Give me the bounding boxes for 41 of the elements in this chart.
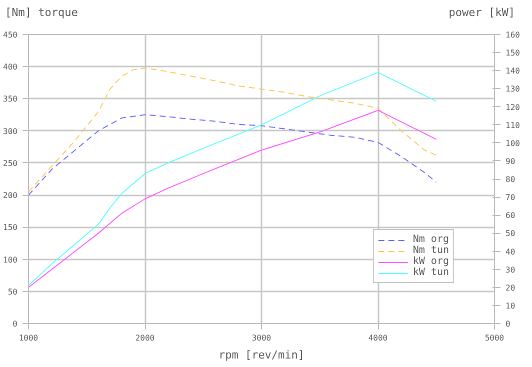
y-tick-label: 100 bbox=[3, 255, 18, 264]
y-tick-label: 0 bbox=[12, 320, 18, 328]
y-tick-label: 300 bbox=[3, 126, 18, 136]
y2-tick-label: 60 bbox=[506, 211, 516, 220]
x-tick-label: 4000 bbox=[368, 334, 388, 342]
legend-label: kW org bbox=[412, 256, 449, 267]
y2-tick-label: 10 bbox=[506, 301, 516, 310]
legend-label: kW tun bbox=[412, 267, 449, 278]
y2-tick-label: 80 bbox=[506, 175, 516, 184]
legend-label: Nm tun bbox=[412, 245, 449, 256]
y2-tick-label: 0 bbox=[506, 320, 510, 328]
y2-tick-label: 40 bbox=[506, 247, 516, 256]
y2-tick-label: 100 bbox=[506, 138, 520, 148]
y2-tick-label: 50 bbox=[506, 229, 516, 238]
x-tick-label: 3000 bbox=[252, 334, 272, 342]
x-tick-label: 2000 bbox=[135, 334, 155, 342]
y2-tick-label: 110 bbox=[506, 120, 520, 130]
y-axis-title: [Nm] torque bbox=[5, 5, 78, 21]
y2-tick-label: 30 bbox=[506, 265, 516, 274]
x-tick-label: 5000 bbox=[484, 334, 504, 342]
x-tick-label: 1000 bbox=[18, 334, 38, 342]
y2-tick-label: 160 bbox=[506, 30, 520, 40]
y-tick-label: 200 bbox=[3, 191, 18, 200]
x-axis-title: rpm [rev/min] bbox=[218, 348, 305, 362]
y-tick-label: 50 bbox=[8, 287, 18, 296]
y2-tick-label: 150 bbox=[506, 48, 520, 58]
y-tick-label: 350 bbox=[3, 94, 18, 104]
y-tick-label: 400 bbox=[3, 62, 18, 72]
y-tick-label: 250 bbox=[3, 158, 18, 168]
y2-tick-label: 130 bbox=[506, 84, 520, 94]
y2-tick-label: 140 bbox=[506, 66, 520, 76]
y2-tick-label: 120 bbox=[506, 102, 520, 112]
y2-tick-label: 70 bbox=[506, 193, 516, 202]
y-tick-label: 150 bbox=[3, 223, 18, 232]
line-series bbox=[28, 114, 437, 196]
y2-tick-label: 20 bbox=[506, 283, 516, 292]
y-tick-label: 450 bbox=[3, 30, 18, 40]
y2-tick-label: 90 bbox=[506, 156, 516, 166]
y2-axis-title: power [kW] bbox=[448, 5, 515, 21]
line-series bbox=[28, 67, 437, 192]
legend-label: Nm org bbox=[412, 234, 449, 245]
